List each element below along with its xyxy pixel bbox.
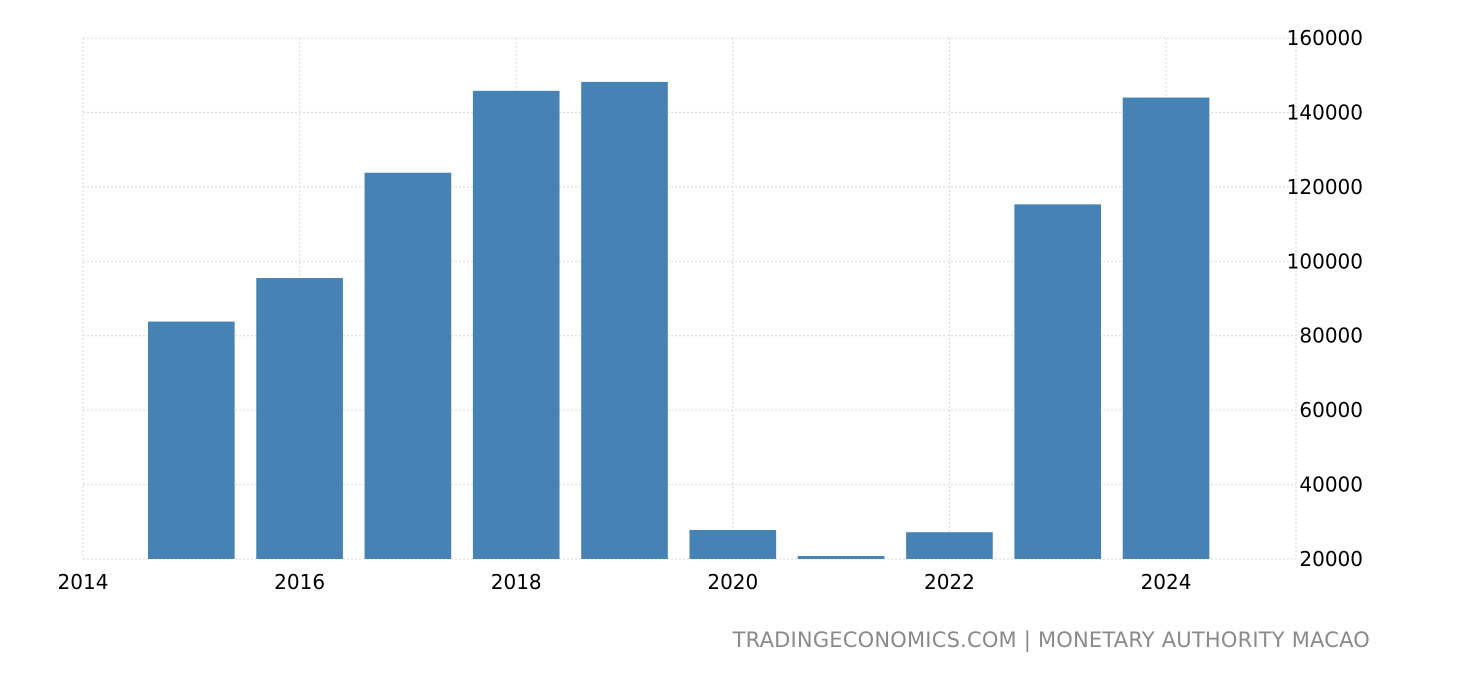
bar-chart: 20000 40000 60000 80000 100000 120000 140000 16… [58, 26, 1363, 594]
y-tick-label: 120000 [1287, 175, 1363, 199]
bar-2023 [1014, 204, 1102, 560]
x-tick-label: 2018 [491, 570, 542, 594]
y-tick-label: 80000 [1299, 324, 1363, 348]
source-site: TRADINGECONOMICS.COM [732, 628, 1017, 652]
x-tick-label: 2014 [58, 570, 109, 594]
bar-2020 [689, 529, 777, 559]
y-tick-label: 20000 [1299, 547, 1363, 571]
y-axis: 20000 40000 60000 80000 100000 120000 140000 16… [1287, 26, 1363, 571]
bar-2024 [1122, 97, 1210, 560]
bar-2017 [364, 172, 452, 560]
source-separator: | [1023, 628, 1032, 652]
bar-2022 [906, 532, 993, 559]
y-tick-label: 140000 [1287, 100, 1363, 124]
bar-2021 [797, 556, 885, 559]
bar-2015 [147, 321, 235, 559]
y-tick-label: 160000 [1287, 26, 1363, 50]
source-credit: TRADINGECONOMICS.COM | MONETARY AUTHORIT… [733, 628, 1370, 652]
x-axis: 2014 2016 2018 2020 2022 2024 [58, 570, 1192, 594]
y-tick-label: 40000 [1299, 473, 1363, 497]
x-tick-label: 2020 [707, 570, 758, 594]
bars [147, 81, 1210, 560]
x-tick-label: 2022 [924, 570, 975, 594]
source-provider: MONETARY AUTHORITY MACAO [1037, 628, 1370, 652]
bar-2019 [581, 81, 668, 560]
x-tick-label: 2016 [274, 570, 325, 594]
x-tick-label: 2024 [1141, 570, 1192, 594]
bar-2016 [256, 278, 343, 559]
y-tick-label: 100000 [1287, 249, 1363, 273]
y-tick-label: 60000 [1299, 398, 1363, 422]
bar-2018 [472, 90, 560, 559]
